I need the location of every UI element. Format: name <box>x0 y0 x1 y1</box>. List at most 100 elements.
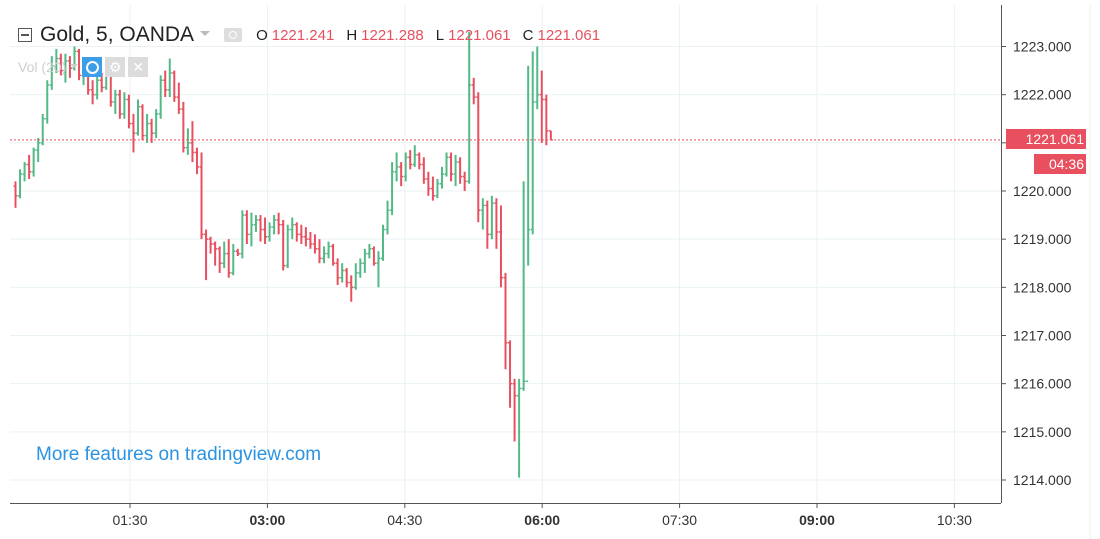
ohlc-bar <box>27 154 32 179</box>
ohlc-bar <box>276 212 281 235</box>
ohlc-bar <box>145 113 150 143</box>
ohlc-bar <box>244 210 249 244</box>
ohlc-bar <box>58 53 63 76</box>
ohlc-bar <box>344 268 349 288</box>
low-value: 1221.061 <box>448 26 511 44</box>
ohlc-bar <box>190 121 195 163</box>
ohlc-bar <box>530 51 535 235</box>
ohlc-bar <box>417 152 422 170</box>
ohlc-bar <box>512 378 517 442</box>
ohlc-bar <box>299 224 304 244</box>
ohlc-bar <box>312 234 317 254</box>
ohlc-bar <box>494 198 499 249</box>
ohlc-bar <box>426 171 431 196</box>
ohlc-bar <box>430 176 435 201</box>
ohlc-bar <box>317 239 322 264</box>
ohlc-bar <box>376 251 381 288</box>
ohlc-bar <box>471 77 476 105</box>
ohlc-bar <box>412 145 417 167</box>
y-tick-label: 1215.000 <box>1013 424 1072 440</box>
y-tick-label: 1220.000 <box>1013 183 1072 199</box>
ohlc-bar <box>163 70 168 98</box>
ohlc-bar <box>371 246 376 266</box>
ohlc-bar <box>90 80 95 105</box>
high-value: 1221.288 <box>361 26 424 44</box>
ohlc-bar <box>521 181 526 391</box>
y-tick-label: 1219.000 <box>1013 231 1072 247</box>
ohlc-bar <box>476 92 481 223</box>
y-tick-label: 1217.000 <box>1013 328 1072 344</box>
ohlc-bar <box>126 94 131 129</box>
ohlc-bar <box>267 222 272 242</box>
volume-remove-icon[interactable]: ✕ <box>128 57 149 77</box>
ohlc-bar <box>303 227 308 247</box>
ohlc-bar <box>226 239 231 278</box>
volume-dropdown-icon[interactable] <box>70 64 79 68</box>
low-label: L <box>435 26 445 44</box>
ohlc-bar <box>222 241 227 269</box>
ohlc-bar <box>462 171 467 191</box>
ohlc-bar <box>149 118 154 143</box>
ohlc-bar <box>204 229 209 281</box>
ohlc-bar <box>208 236 213 254</box>
ohlc-bar <box>36 138 41 163</box>
volume-visibility-icon[interactable] <box>82 57 103 77</box>
ohlc-bar <box>449 152 454 182</box>
ohlc-bar <box>498 205 503 288</box>
ohlc-bar <box>358 258 363 278</box>
ohlc-bar <box>172 70 177 102</box>
ohlc-bar <box>544 94 549 146</box>
ohlc-bar <box>213 241 218 266</box>
x-tick-label: 07:30 <box>662 512 697 528</box>
ohlc-bar <box>249 212 254 247</box>
open-value: 1221.241 <box>271 26 335 44</box>
ohlc-bar <box>331 243 336 266</box>
ohlc-bar <box>326 241 331 259</box>
promo-link[interactable]: More features on tradingview.com <box>36 444 322 465</box>
ohlc-bar <box>467 32 472 184</box>
ohlc-bar <box>308 231 313 249</box>
ohlc-bar <box>435 178 440 199</box>
y-tick-label: 1222.000 <box>1013 87 1072 103</box>
ohlc-bar <box>353 263 358 290</box>
ohlc-bar <box>403 152 408 182</box>
chart-legend: Gold, 5, OANDA O 1221.241 H 1221.288 L 1… <box>18 22 612 48</box>
collapse-legend-icon[interactable] <box>18 28 32 42</box>
x-tick-label: 10:30 <box>937 512 972 528</box>
ohlc-bar <box>235 248 240 257</box>
ohlc-bar <box>49 56 54 90</box>
ohlc-bar <box>349 275 354 302</box>
x-tick-label: 09:00 <box>799 512 835 528</box>
ohlc-bar <box>281 219 286 271</box>
ohlc-bar <box>322 246 327 264</box>
symbol-title[interactable]: Gold, 5, OANDA <box>40 23 195 46</box>
ohlc-bar <box>31 147 36 177</box>
ohlc-bar <box>258 215 263 242</box>
ohlc-bar <box>122 92 127 119</box>
ohlc-bar <box>63 53 68 83</box>
x-tick-label: 04:30 <box>387 512 422 528</box>
ohlc-bar <box>117 89 122 119</box>
ohlc-bar <box>485 200 490 249</box>
ohlc-bar <box>140 104 145 141</box>
ohlc-bar <box>390 162 395 216</box>
ohlc-bar <box>185 128 190 155</box>
ohlc-bar <box>394 152 399 182</box>
symbol-dropdown-icon[interactable] <box>200 30 211 36</box>
ohlc-bar <box>199 152 204 240</box>
ohlc-bar <box>385 200 390 235</box>
ohlc-bar <box>40 113 45 146</box>
volume-indicator-row: Vol (20) ⚙ ✕ <box>18 56 151 78</box>
ohlc-bar <box>77 48 82 81</box>
volume-settings-icon[interactable]: ⚙ <box>105 57 126 77</box>
visibility-icon[interactable] <box>224 28 243 42</box>
ohlc-bar <box>95 75 100 100</box>
ohlc-bar <box>54 48 59 73</box>
ohlc-bar <box>294 222 299 242</box>
ohlc-bar <box>240 210 245 259</box>
volume-label[interactable]: Vol (20) <box>18 59 67 75</box>
ohlc-bar <box>503 272 508 370</box>
ohlc-bar <box>548 130 553 141</box>
ohlc-bar <box>113 89 118 114</box>
y-tick-label: 1218.000 <box>1013 279 1072 295</box>
